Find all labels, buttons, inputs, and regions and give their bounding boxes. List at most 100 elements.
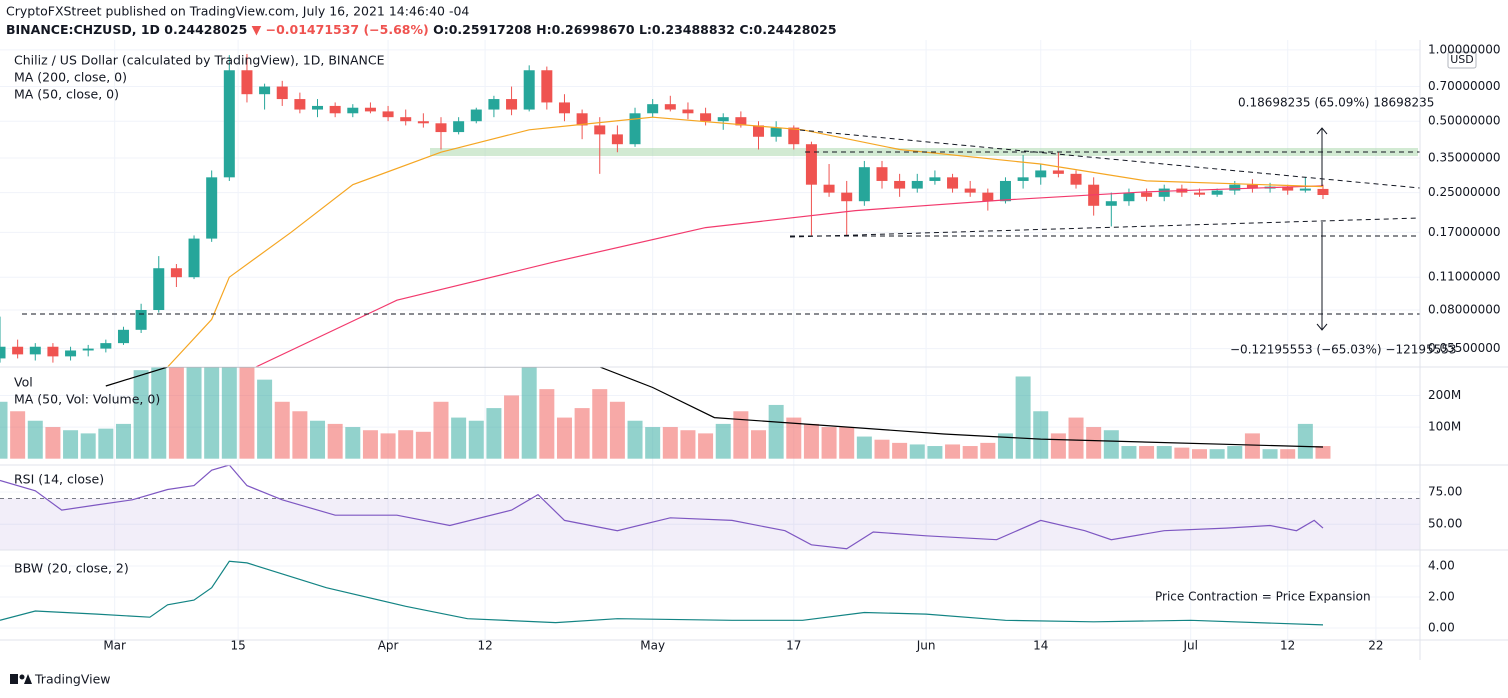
legend-entry: MA (200, close, 0) — [14, 70, 127, 85]
candle-body — [558, 102, 570, 114]
volume-bar — [257, 379, 273, 459]
candle-body — [470, 109, 482, 122]
candle-body — [629, 113, 641, 145]
volume-bar — [292, 411, 308, 459]
quote-line: BINANCE:CHZUSD, 1D 0.24428025 ▼ −0.01471… — [6, 22, 837, 37]
y-tick-label: 75.00 — [1428, 485, 1462, 499]
volume-bar — [115, 423, 131, 459]
plot — [0, 54, 1420, 626]
arrow-head — [1316, 323, 1328, 331]
volume-bar — [327, 423, 343, 459]
candle-body — [117, 329, 129, 344]
grid — [0, 40, 1420, 640]
candle-body — [523, 70, 535, 110]
series-line — [105, 367, 1324, 448]
volume-bar — [27, 420, 43, 459]
volume-bar — [909, 444, 925, 459]
candle-body — [1194, 192, 1206, 195]
open: O:0.25917208 — [433, 22, 532, 37]
series-line — [0, 465, 1324, 550]
volume-bar — [1139, 446, 1155, 459]
volume-bar — [892, 442, 908, 459]
volume-bar — [186, 367, 202, 459]
legend-entry: MA (50, Vol: Volume, 0) — [14, 392, 160, 407]
candle-body — [364, 107, 376, 112]
volume-bar — [1015, 376, 1031, 459]
volume-bar — [1174, 447, 1190, 459]
brand: TradingView — [34, 672, 111, 687]
volume-bar — [821, 427, 837, 459]
legend-entry: BBW (20, close, 2) — [14, 561, 129, 576]
candle-body — [594, 125, 606, 135]
candle-body — [753, 125, 765, 137]
currency-box — [1447, 51, 1477, 69]
volume-bar — [362, 430, 378, 459]
candle-body — [576, 113, 588, 126]
y-tick-label: 200M — [1428, 388, 1461, 402]
y-tick-label: 0.25000000 — [1428, 185, 1501, 199]
published-line: CryptoFXStreet published on TradingView.… — [6, 4, 469, 19]
volume-bar — [98, 428, 114, 459]
candle-body — [700, 113, 712, 122]
candle-body — [241, 70, 253, 95]
volume-bar — [10, 411, 26, 459]
volume-bar — [927, 446, 943, 459]
y-tick-label: 100M — [1428, 420, 1461, 434]
x-tick-label: 15 — [230, 639, 245, 653]
volume-bar — [609, 401, 625, 459]
candle-body — [682, 109, 694, 114]
series-line — [167, 116, 1324, 367]
candle-body — [1070, 173, 1082, 185]
candle-body — [294, 99, 306, 110]
candle-body — [400, 117, 412, 122]
x-tick-label: Jun — [916, 639, 936, 653]
measure-arrows — [1316, 127, 1328, 331]
candle-body — [823, 184, 835, 193]
annotation: Price Contraction = Price Expansion — [1155, 590, 1371, 604]
volume-bar — [945, 444, 961, 459]
y-tick-label: 2.00 — [1428, 590, 1455, 604]
rsi-band — [0, 498, 1420, 550]
candle-body — [1317, 188, 1329, 196]
close: C:0.24428025 — [739, 22, 836, 37]
candle-body — [276, 86, 288, 100]
volume-bar — [539, 389, 555, 459]
candle-body — [12, 346, 24, 355]
volume-bar — [662, 427, 678, 459]
candle-body — [876, 167, 888, 181]
annotation: 0.18698235 (65.09%) 18698235 — [1238, 96, 1434, 110]
volume-title: Vol — [14, 375, 33, 390]
candle-body — [135, 309, 147, 330]
volume-bar — [0, 401, 8, 459]
candle-body — [382, 111, 394, 118]
candle-body — [1299, 188, 1311, 191]
series-line — [255, 185, 1324, 367]
candle-body — [1035, 170, 1047, 178]
y-tick-label: 0.11000000 — [1428, 270, 1501, 284]
logo-mark — [10, 674, 18, 684]
candle-body — [29, 346, 41, 355]
symbol: BINANCE:CHZUSD, 1D — [6, 22, 160, 37]
candle-body — [188, 238, 200, 278]
candle-body — [858, 167, 870, 202]
legend-entry: MA (50, close, 0) — [14, 87, 119, 102]
x-tick-label: Jul — [1182, 639, 1197, 653]
volume-bar — [962, 446, 978, 459]
candle-body — [999, 180, 1011, 202]
volume-bar — [874, 439, 890, 459]
volume-bar — [1244, 433, 1260, 459]
volume-bar — [592, 389, 608, 459]
candle-body — [506, 99, 518, 110]
volume-bar — [451, 417, 467, 459]
y-tick-label: 50.00 — [1428, 517, 1462, 531]
price-title: Chiliz / US Dollar (calculated by Tradin… — [14, 53, 385, 68]
candle-body — [435, 123, 447, 133]
candle-body — [488, 99, 500, 110]
volume-bar — [63, 430, 79, 459]
last-price: 0.24428025 — [164, 22, 247, 37]
pane — [0, 560, 1324, 626]
candle-body — [788, 127, 800, 145]
volume-bar — [1280, 449, 1296, 459]
volume-bar — [1121, 446, 1137, 459]
